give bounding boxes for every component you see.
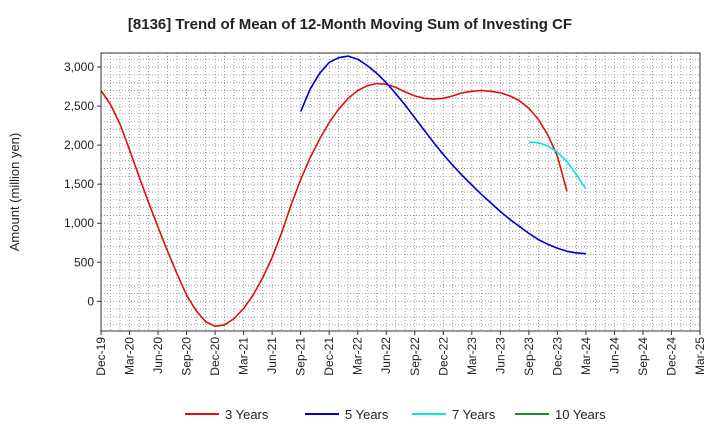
x-tick-label: Jun-23 xyxy=(493,337,507,374)
chart-title: [8136] Trend of Mean of 12-Month Moving … xyxy=(128,16,572,33)
series-line-3-years xyxy=(100,82,568,328)
y-tick-label: 1,000 xyxy=(64,216,94,230)
x-tick-label: Dec-22 xyxy=(436,337,450,376)
y-tick-label: 500 xyxy=(74,255,94,269)
x-tick-label: Dec-19 xyxy=(94,337,108,376)
x-tick-label: Dec-21 xyxy=(322,337,336,376)
y-axis: 0 500 1,000 1,500 2,000 2,500 3,000 xyxy=(64,60,101,308)
series-line-5-years xyxy=(299,55,586,255)
y-tick-label: 2,000 xyxy=(64,138,94,152)
gridlines xyxy=(101,53,700,331)
x-tick-label: Sep-22 xyxy=(408,337,422,376)
x-tick-label: Mar-22 xyxy=(351,337,365,375)
series-line-7-years xyxy=(528,141,587,190)
y-tick-label: 2,500 xyxy=(64,99,94,113)
y-tick-label: 0 xyxy=(87,294,94,308)
x-tick-label: Jun-24 xyxy=(607,337,621,374)
x-tick-label: Sep-21 xyxy=(294,337,308,376)
x-tick-label: Mar-20 xyxy=(123,337,137,375)
x-tick-label: Mar-21 xyxy=(237,337,251,375)
series-lines xyxy=(100,55,587,328)
legend-label: 7 Years xyxy=(452,407,496,422)
x-tick-label: Dec-20 xyxy=(208,337,222,376)
x-axis: Dec-19 Mar-20 Jun-20 Sep-20 Dec-20 Mar-21 Jun-… xyxy=(94,331,707,376)
x-tick-label: Dec-23 xyxy=(550,337,564,376)
x-tick-label: Jun-20 xyxy=(151,337,165,374)
x-tick-label: Sep-20 xyxy=(180,337,194,376)
y-axis-label: Amount (million yen) xyxy=(7,133,22,252)
x-tick-label: Jun-22 xyxy=(379,337,393,374)
x-tick-label: Mar-23 xyxy=(465,337,479,375)
y-tick-label: 3,000 xyxy=(64,60,94,74)
legend-label: 5 Years xyxy=(345,407,389,422)
x-tick-label: Mar-25 xyxy=(693,337,707,375)
legend: 3 Years 5 Years 7 Years 10 Years xyxy=(185,407,606,422)
legend-label: 10 Years xyxy=(555,407,606,422)
x-tick-label: Sep-23 xyxy=(522,337,536,376)
x-tick-label: Jun-21 xyxy=(265,337,279,374)
x-tick-label: Sep-24 xyxy=(636,337,650,376)
y-tick-label: 1,500 xyxy=(64,177,94,191)
x-tick-label: Dec-24 xyxy=(664,337,678,376)
x-tick-label: Mar-24 xyxy=(579,337,593,375)
legend-label: 3 Years xyxy=(225,407,269,422)
plot-area-frame xyxy=(100,52,701,332)
